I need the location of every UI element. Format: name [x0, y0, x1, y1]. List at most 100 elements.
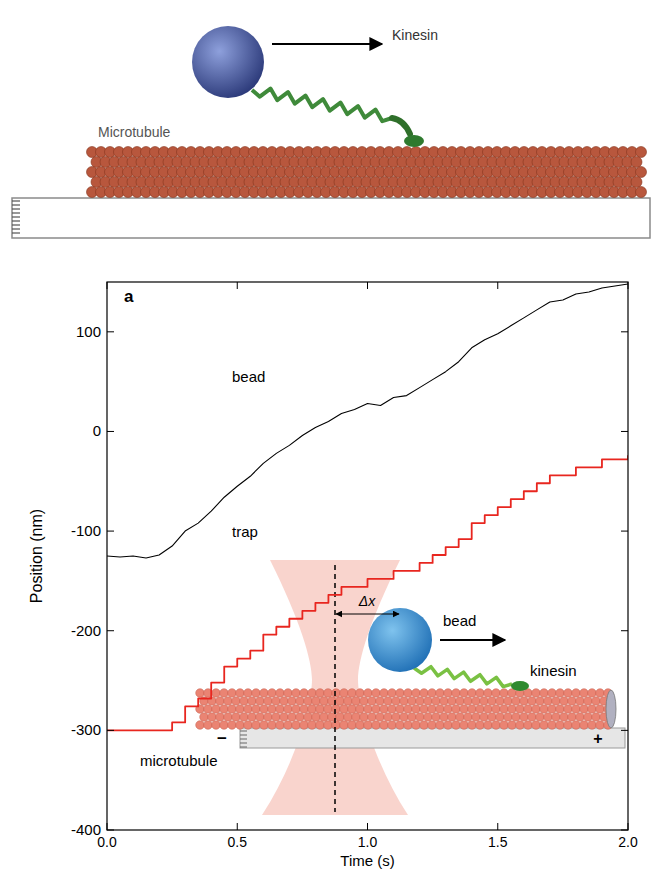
tubulin [308, 705, 317, 714]
tubulin [584, 697, 593, 706]
track-label: Microtubule [98, 124, 171, 140]
tubulin [548, 721, 557, 730]
chart: 0.00.51.01.52.0-400-300-200-1000100Time … [28, 282, 638, 869]
tubulin [396, 721, 405, 730]
tubulin [468, 721, 477, 730]
tubulin [300, 689, 309, 698]
tubulin [236, 721, 245, 730]
coverslip-edge [12, 216, 20, 217]
tubulin [228, 705, 237, 714]
tubulin [232, 713, 241, 722]
tubulin [296, 697, 305, 706]
tubulin [460, 689, 469, 698]
tubulin [524, 705, 533, 714]
tubulin [500, 721, 509, 730]
tubulin [280, 713, 289, 722]
tubulin [308, 689, 317, 698]
tubulin [420, 689, 429, 698]
tubulin [560, 713, 569, 722]
tubulin [324, 705, 333, 714]
y-tick-label: -300 [71, 721, 101, 738]
series-line [107, 284, 628, 558]
displacement-arrow [336, 614, 399, 615]
tubulin [384, 713, 393, 722]
tubulin [228, 689, 237, 698]
tubulin [444, 705, 453, 714]
x-tick-top [497, 282, 498, 289]
tubulin [200, 713, 209, 722]
tubulin [220, 689, 229, 698]
tubulin [324, 721, 333, 730]
y-tick [107, 730, 114, 731]
tubulin [244, 705, 253, 714]
tubulin [404, 689, 413, 698]
tubulin [304, 697, 313, 706]
direction-arrow [272, 43, 382, 45]
tubulin [380, 689, 389, 698]
tubulin [248, 713, 257, 722]
tubulin [504, 713, 513, 722]
tubulin [332, 705, 341, 714]
tubulin [404, 705, 413, 714]
tubulin [448, 713, 457, 722]
x-tick [107, 823, 108, 830]
tubulin [196, 689, 205, 698]
tubulin [544, 697, 553, 706]
tubulin [380, 721, 389, 730]
tubulin [536, 697, 545, 706]
tubulin [284, 705, 293, 714]
series-line [107, 455, 628, 730]
tubulin [532, 689, 541, 698]
coverslip-edge [240, 747, 247, 748]
tubulin [212, 721, 221, 730]
tubulin [560, 697, 569, 706]
tubulin [512, 713, 521, 722]
x-axis-title: Time (s) [340, 852, 394, 869]
inset-label: + [593, 730, 602, 747]
tubulin [332, 721, 341, 730]
tubulin [556, 721, 565, 730]
tubulin [300, 721, 309, 730]
tubulin [460, 721, 469, 730]
kinesin-head [404, 135, 424, 147]
tubulin [220, 721, 229, 730]
tubulin [500, 705, 509, 714]
x-tick [367, 823, 368, 830]
tubulin [308, 721, 317, 730]
tubulin [224, 713, 233, 722]
tubulin [428, 721, 437, 730]
tubulin [528, 713, 537, 722]
tubulin [548, 689, 557, 698]
tubulin [312, 697, 321, 706]
y-tick-right [621, 431, 628, 432]
tubulin [368, 697, 377, 706]
tubulin [212, 705, 221, 714]
tubulin [484, 689, 493, 698]
tubulin [480, 697, 489, 706]
tubulin [204, 705, 213, 714]
tubulin [636, 187, 647, 198]
tubulin [272, 697, 281, 706]
coverslip-edge [12, 212, 20, 213]
tubulin [372, 705, 381, 714]
tubulin [412, 721, 421, 730]
x-tick-label: 1.0 [358, 834, 378, 850]
bead [368, 608, 432, 672]
tubulin [568, 713, 577, 722]
tubulin [352, 713, 361, 722]
figure: MicrotubuleKinesin0.00.51.01.52.0-400-30… [0, 0, 656, 873]
tubulin [336, 697, 345, 706]
tubulin [356, 689, 365, 698]
tubulin [464, 697, 473, 706]
tubulin [580, 689, 589, 698]
tubulin [476, 689, 485, 698]
tubulin [368, 713, 377, 722]
tubulin [540, 721, 549, 730]
tubulin [244, 689, 253, 698]
y-tick-right [621, 830, 628, 831]
tubulin [508, 721, 517, 730]
tubulin [452, 721, 461, 730]
tubulin [344, 713, 353, 722]
tubulin [244, 721, 253, 730]
tubulin [596, 705, 605, 714]
